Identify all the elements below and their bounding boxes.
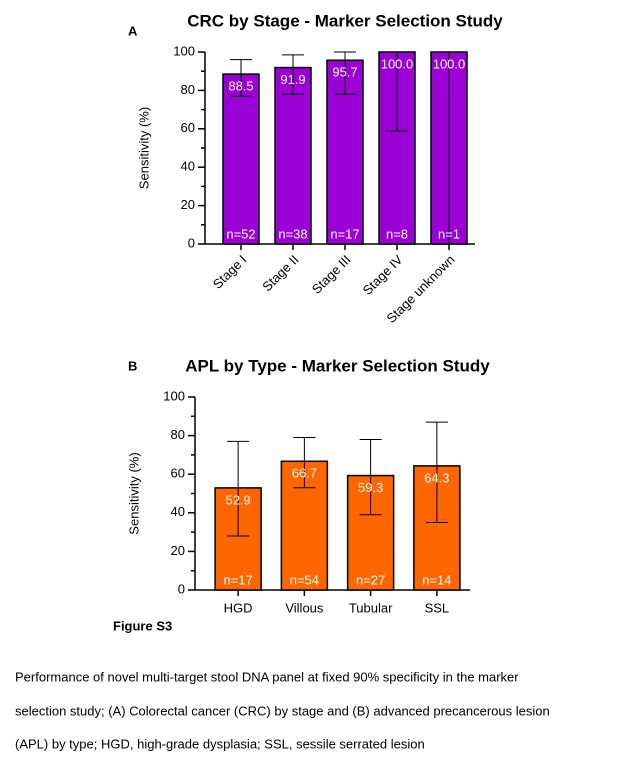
panel-label: B xyxy=(128,358,137,373)
chart-title: CRC by Stage - Marker Selection Study xyxy=(187,11,503,30)
x-tick-label: Tubular xyxy=(349,600,393,615)
n-label: n=54 xyxy=(290,572,319,587)
x-tick-label: Stage I xyxy=(210,252,250,292)
y-axis-label: Sensitivity (%) xyxy=(136,107,151,189)
x-tick-label: Stage II xyxy=(259,252,301,294)
x-tick-label: Stage III xyxy=(309,252,354,297)
chart-title: APL by Type - Marker Selection Study xyxy=(185,356,490,375)
data-label: 64.3 xyxy=(424,470,449,485)
y-tick-label: 0 xyxy=(188,235,195,250)
x-tick-label: HGD xyxy=(224,600,253,615)
y-tick-label: 0 xyxy=(178,581,185,596)
y-tick-label: 40 xyxy=(171,504,185,519)
n-label: n=27 xyxy=(356,572,385,587)
data-label: 91.9 xyxy=(280,72,305,87)
caption-line: Performance of novel multi-target stool … xyxy=(15,669,519,684)
n-label: n=38 xyxy=(278,226,307,241)
figure-label: Figure S3 xyxy=(113,618,172,633)
n-label: n=14 xyxy=(422,572,451,587)
y-tick-label: 80 xyxy=(171,427,185,442)
y-tick-label: 20 xyxy=(171,543,185,558)
x-tick-label: Stage IV xyxy=(360,252,406,298)
data-label: 66.7 xyxy=(292,466,317,481)
bar xyxy=(222,73,260,245)
caption-line: (APL) by type; HGD, high-grade dysplasia… xyxy=(15,736,425,751)
data-label: 100.0 xyxy=(381,56,414,71)
y-tick-label: 20 xyxy=(181,197,195,212)
n-label: n=17 xyxy=(330,226,359,241)
n-label: n=8 xyxy=(386,226,408,241)
caption-line: selection study; (A) Colorectal cancer (… xyxy=(15,703,550,718)
n-label: n=1 xyxy=(438,226,460,241)
data-label: 88.5 xyxy=(228,79,253,94)
y-tick-label: 80 xyxy=(181,82,195,97)
data-label: 52.9 xyxy=(225,492,250,507)
n-label: n=52 xyxy=(226,226,255,241)
data-label: 59.3 xyxy=(358,480,383,495)
data-label: 95.7 xyxy=(332,65,357,80)
y-tick-label: 60 xyxy=(181,120,195,135)
y-tick-label: 60 xyxy=(171,466,185,481)
panel-label: A xyxy=(128,23,138,38)
y-axis-label: Sensitivity (%) xyxy=(126,452,141,534)
x-tick-label: Villous xyxy=(285,600,324,615)
y-tick-label: 100 xyxy=(173,43,195,58)
bar xyxy=(378,51,416,245)
x-tick-label: SSL xyxy=(425,600,450,615)
n-label: n=17 xyxy=(223,572,252,587)
y-tick-label: 40 xyxy=(181,159,195,174)
data-label: 100.0 xyxy=(433,56,466,71)
y-tick-label: 100 xyxy=(163,388,185,403)
